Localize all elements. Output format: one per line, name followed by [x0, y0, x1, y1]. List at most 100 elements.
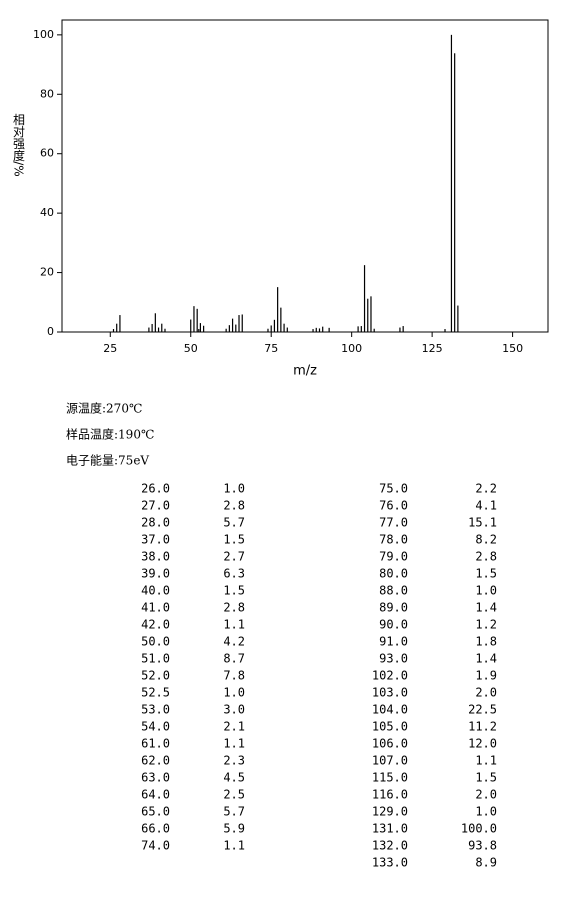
y-tick-label: 60: [40, 147, 54, 160]
intensity-cell: 2.7: [223, 550, 245, 564]
intensity-cell: 1.2: [475, 618, 497, 632]
peak: [370, 296, 372, 332]
peak: [199, 323, 201, 332]
mz-cell: 40.0: [141, 584, 170, 598]
peak: [231, 318, 234, 332]
intensity-cell: 1.9: [475, 669, 497, 683]
peak: [399, 327, 401, 332]
x-tick-label: 150: [502, 342, 523, 355]
intensity-cell: 1.0: [223, 482, 245, 496]
mz-cell: 132.0: [372, 839, 408, 853]
intensity-cell: 8.9: [475, 856, 497, 870]
intensity-cell: 1.5: [223, 584, 245, 598]
intensity-cell: 11.2: [468, 720, 497, 734]
mz-cell: 54.0: [141, 720, 170, 734]
peak: [450, 34, 453, 332]
peak: [241, 314, 243, 332]
intensity-cell: 1.5: [223, 533, 245, 547]
condition: 电子能量:75eV: [66, 454, 149, 468]
intensity-cell: 3.0: [223, 703, 245, 717]
intensity-cell: 7.8: [223, 669, 245, 683]
x-tick-label: 75: [264, 342, 278, 355]
peak: [444, 329, 446, 332]
mz-cell: 133.0: [372, 856, 408, 870]
x-tick-label: 125: [422, 342, 443, 355]
peak: [203, 325, 205, 332]
mz-cell: 91.0: [379, 635, 408, 649]
peak: [280, 307, 282, 332]
peak: [190, 319, 192, 332]
peak: [367, 298, 369, 332]
peak: [119, 315, 121, 332]
peak: [373, 328, 375, 332]
intensity-cell: 1.1: [223, 737, 245, 751]
intensity-cell: 6.3: [223, 567, 245, 581]
peak: [161, 323, 163, 332]
y-tick-label: 20: [40, 266, 54, 279]
intensity-cell: 2.3: [223, 754, 245, 768]
mz-cell: 37.0: [141, 533, 170, 547]
peak: [238, 315, 240, 332]
peak: [402, 326, 404, 332]
peak: [267, 328, 269, 332]
intensity-cell: 8.7: [223, 652, 245, 666]
intensity-cell: 22.5: [468, 703, 497, 717]
peak: [363, 265, 366, 332]
peak: [193, 306, 195, 332]
intensity-cell: 1.8: [475, 635, 497, 649]
mz-cell: 28.0: [141, 516, 170, 530]
intensity-cell: 4.2: [223, 635, 245, 649]
intensity-cell: 2.8: [475, 550, 497, 564]
mz-cell: 116.0: [372, 788, 408, 802]
intensity-cell: 2.0: [475, 686, 497, 700]
intensity-cell: 1.5: [475, 771, 497, 785]
intensity-cell: 2.8: [223, 499, 245, 513]
mz-cell: 42.0: [141, 618, 170, 632]
mz-cell: 102.0: [372, 669, 408, 683]
mz-cell: 52.0: [141, 669, 170, 683]
peak: [315, 327, 317, 332]
peak: [225, 328, 227, 332]
intensity-cell: 1.4: [475, 601, 497, 615]
y-tick-label: 80: [40, 87, 54, 100]
peak: [286, 327, 288, 332]
intensity-cell: 1.1: [223, 618, 245, 632]
peak: [112, 329, 115, 332]
mz-cell: 52.5: [141, 686, 170, 700]
peak: [322, 326, 324, 332]
mz-cell: 103.0: [372, 686, 408, 700]
x-tick-label: 100: [341, 342, 362, 355]
mz-cell: 75.0: [379, 482, 408, 496]
peak: [273, 319, 276, 332]
mz-cell: 89.0: [379, 601, 408, 615]
peak: [148, 327, 150, 332]
mz-cell: 38.0: [141, 550, 170, 564]
mz-cell: 62.0: [141, 754, 170, 768]
peak: [357, 326, 359, 332]
intensity-cell: 2.1: [223, 720, 245, 734]
intensity-cell: 5.7: [223, 516, 245, 530]
y-tick-label: 0: [47, 325, 54, 338]
mz-cell: 104.0: [372, 703, 408, 717]
peak: [196, 308, 198, 332]
peak: [360, 326, 362, 332]
mz-cell: 106.0: [372, 737, 408, 751]
peak: [283, 323, 285, 332]
peak: [312, 329, 314, 332]
intensity-cell: 1.1: [475, 754, 497, 768]
intensity-cell: 1.0: [223, 686, 245, 700]
mz-cell: 77.0: [379, 516, 408, 530]
intensity-cell: 2.5: [223, 788, 245, 802]
mz-cell: 27.0: [141, 499, 170, 513]
intensity-cell: 1.1: [223, 839, 245, 853]
peak: [116, 323, 118, 332]
x-tick-label: 50: [184, 342, 198, 355]
peak: [328, 327, 330, 332]
intensity-cell: 2.0: [475, 788, 497, 802]
mz-cell: 64.0: [141, 788, 170, 802]
intensity-cell: 100.0: [461, 822, 497, 836]
mz-cell: 76.0: [379, 499, 408, 513]
peak: [270, 325, 272, 332]
peak: [457, 305, 459, 332]
